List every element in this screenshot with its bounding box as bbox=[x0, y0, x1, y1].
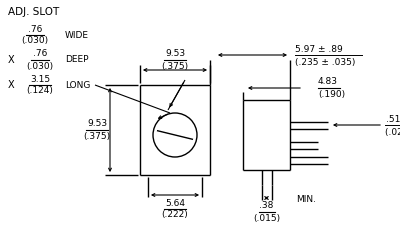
Text: 5.97 ± .89: 5.97 ± .89 bbox=[295, 45, 343, 53]
Text: (.222): (.222) bbox=[162, 211, 188, 219]
Text: (.030): (.030) bbox=[22, 36, 48, 46]
Text: (.020 ± .002): (.020 ± .002) bbox=[385, 128, 400, 138]
Text: LONG: LONG bbox=[65, 80, 90, 90]
Text: (.375): (.375) bbox=[84, 132, 110, 140]
Text: X: X bbox=[8, 55, 15, 65]
Text: (.030): (.030) bbox=[26, 62, 54, 71]
Text: (.124): (.124) bbox=[26, 87, 54, 95]
Text: X: X bbox=[8, 80, 15, 90]
Text: .76: .76 bbox=[28, 25, 42, 33]
Text: WIDE: WIDE bbox=[65, 31, 89, 40]
Text: 4.83: 4.83 bbox=[318, 77, 338, 87]
Text: (.235 ± .035): (.235 ± .035) bbox=[295, 59, 355, 67]
Text: (.190): (.190) bbox=[318, 90, 345, 98]
Text: 9.53: 9.53 bbox=[165, 49, 185, 59]
Text: (.375): (.375) bbox=[162, 62, 188, 71]
Text: 9.53: 9.53 bbox=[87, 120, 107, 128]
Text: .76: .76 bbox=[33, 49, 47, 59]
Text: 5.64: 5.64 bbox=[165, 199, 185, 207]
Text: (.015): (.015) bbox=[253, 214, 280, 222]
Text: ADJ. SLOT: ADJ. SLOT bbox=[8, 7, 59, 17]
Text: 3.15: 3.15 bbox=[30, 75, 50, 83]
Text: MIN.: MIN. bbox=[296, 196, 316, 204]
Text: .38: .38 bbox=[259, 201, 274, 211]
Text: DEEP: DEEP bbox=[65, 56, 88, 64]
Text: .51 ± .05: .51 ± .05 bbox=[386, 114, 400, 123]
